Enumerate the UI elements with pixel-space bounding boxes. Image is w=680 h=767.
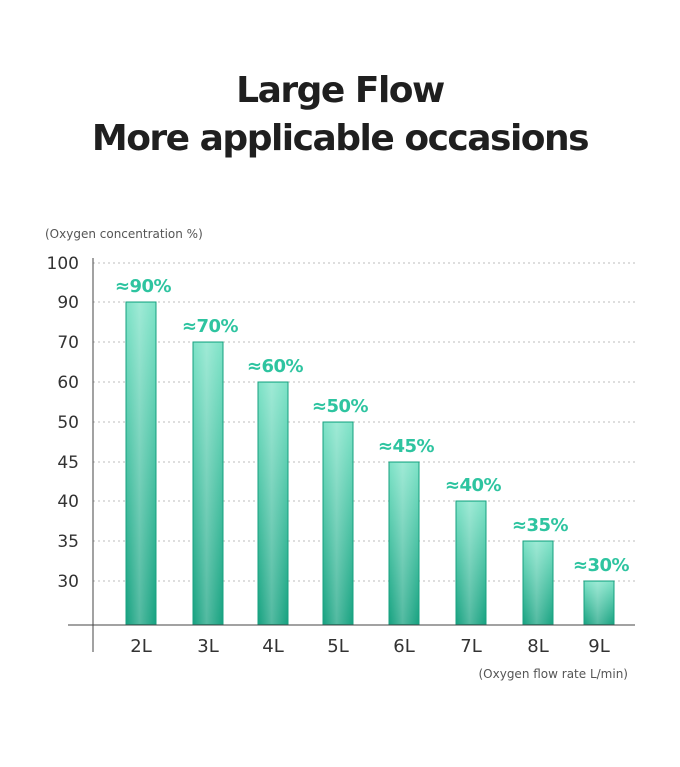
page-title: Large Flow <box>236 70 445 111</box>
bar-highlight <box>585 582 613 624</box>
y-tick-label: 30 <box>57 572 79 592</box>
bar-highlight <box>194 343 222 624</box>
x-tick-label: 3L <box>197 636 218 657</box>
bars <box>125 301 615 626</box>
data-label: ≈40% <box>445 475 502 496</box>
page-subtitle: More applicable occasions <box>91 118 590 159</box>
data-labels: ≈90% ≈70% ≈60% ≈50% ≈45% ≈40% ≈35%≈30% <box>115 276 630 576</box>
x-tick-label: 6L <box>393 636 414 657</box>
y-tick-label: 90 <box>57 293 79 313</box>
data-label: ≈45% <box>378 436 435 457</box>
bar-highlight <box>259 383 287 624</box>
y-tick-label: 70 <box>57 333 79 353</box>
bar-highlight <box>390 463 418 624</box>
y-tick-label: 50 <box>57 413 79 433</box>
x-tick-label: 2L <box>130 636 151 657</box>
x-tick-label: 9L <box>588 636 609 657</box>
y-tick-label: 60 <box>57 373 79 393</box>
x-axis-label: (Oxygen flow rate L/min) <box>478 667 628 681</box>
data-label: ≈90% <box>115 276 172 297</box>
y-tick-label: 35 <box>57 532 79 552</box>
bar-highlight <box>324 423 352 624</box>
y-axis-ticks: 100 90 70 60 50 45 40 35 30 <box>47 254 79 592</box>
x-tick-label: 4L <box>262 636 283 657</box>
bar-highlight <box>457 502 485 624</box>
data-label: ≈60% <box>247 356 304 377</box>
y-axis-label: (Oxygen concentration %) <box>45 227 203 241</box>
x-tick-label: 7L <box>460 636 481 657</box>
y-tick-label: 40 <box>57 492 79 512</box>
y-tick-label: 45 <box>57 453 79 473</box>
x-tick-label: 8L <box>527 636 548 657</box>
data-label: ≈35% <box>512 515 569 536</box>
x-axis-ticks: 2L 3L 4L 5L 6L 7L 8L 9L <box>130 636 609 657</box>
data-label: ≈30% <box>573 555 630 576</box>
data-label: ≈70% <box>182 316 239 337</box>
bar-highlight <box>127 303 155 624</box>
bar-highlight <box>524 542 552 624</box>
y-tick-label: 100 <box>47 254 79 274</box>
x-tick-label: 5L <box>327 636 348 657</box>
data-label: ≈50% <box>312 396 369 417</box>
